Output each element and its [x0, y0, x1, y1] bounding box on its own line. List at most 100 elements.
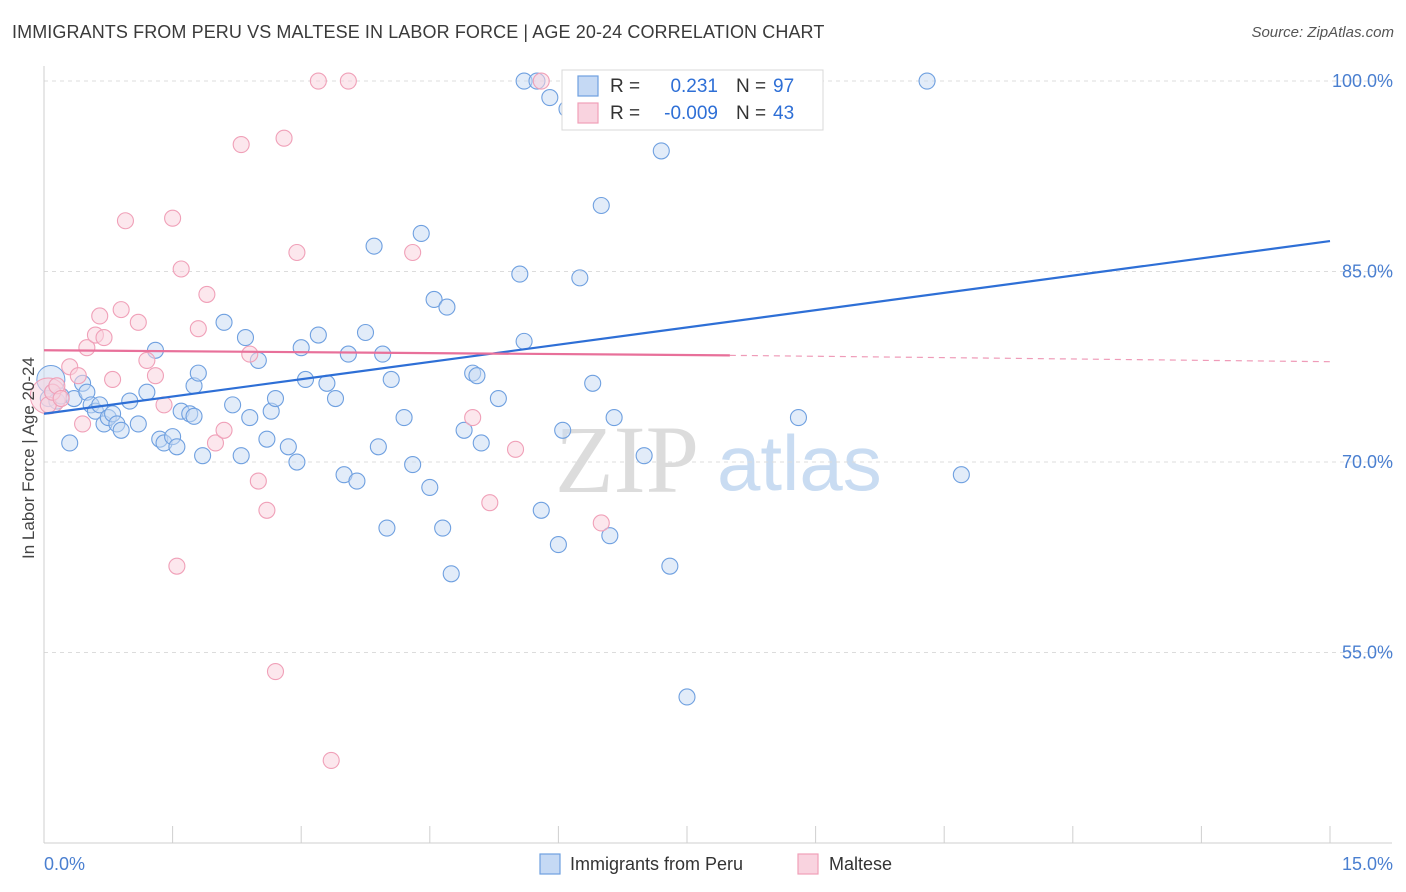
watermark-atlas: atlas [717, 419, 882, 507]
peru-point [438, 298, 456, 316]
y-tick-label: 100.0% [1332, 71, 1393, 91]
maltese-point [481, 494, 499, 512]
maltese-point [112, 301, 130, 319]
stats-n-label-maltese: N = [736, 103, 766, 124]
peru-point [549, 536, 567, 554]
stats-r-value-maltese: -0.009 [664, 103, 718, 124]
peru-point [652, 142, 670, 160]
maltese-point [164, 209, 182, 227]
peru-point [442, 565, 460, 583]
source-attribution: Source: ZipAtlas.com [1251, 24, 1394, 41]
maltese-point [146, 367, 165, 385]
peru-point [434, 519, 452, 537]
peru-point [584, 374, 602, 392]
peru-point [348, 472, 366, 490]
maltese-point [258, 501, 276, 519]
peru-point [138, 383, 156, 401]
maltese-point [74, 415, 92, 433]
maltese-point [91, 307, 109, 325]
peru-point [421, 478, 439, 496]
legend-label-maltese: Maltese [829, 854, 892, 874]
y-axis-label: In Labor Force | Age 20-24 [19, 357, 38, 559]
legend-swatch-maltese [797, 853, 819, 875]
peru-point [592, 196, 610, 215]
series-maltese-points [29, 72, 653, 770]
peru-point [189, 364, 207, 382]
maltese-point [288, 243, 306, 262]
peru-point [194, 447, 212, 465]
y-tick-label: 85.0% [1342, 262, 1393, 282]
peru-point [378, 519, 396, 537]
stats-r-label-maltese: R = [610, 103, 640, 124]
peru-point [224, 396, 242, 414]
peru-point [515, 332, 533, 350]
bottom-legend: Immigrants from Peru Maltese [539, 853, 892, 875]
peru-point [554, 421, 572, 439]
gridlines [44, 80, 1392, 654]
peru-point [365, 237, 383, 255]
stats-legend-frame [561, 69, 824, 131]
maltese-point [189, 320, 207, 338]
maltese-point [116, 212, 134, 230]
trend-lines [43, 239, 1331, 415]
peru-point [369, 438, 387, 456]
peru-point [789, 409, 808, 427]
peru-point [215, 313, 233, 331]
peru-point [356, 323, 375, 342]
peru-point [952, 466, 970, 484]
stats-r-value-peru: 0.231 [670, 76, 718, 97]
watermark-zip: ZIP [555, 406, 699, 513]
maltese-point [138, 351, 156, 369]
peru-point [279, 438, 297, 456]
chart-title: IMMIGRANTS FROM PERU VS MALTESE IN LABOR… [12, 22, 825, 42]
legend-swatch-peru [539, 853, 561, 875]
x-tick-label: 0.0% [44, 854, 85, 874]
peru-point [288, 453, 306, 471]
peru-point [489, 389, 507, 408]
peru-point [374, 345, 392, 363]
peru-point [339, 345, 357, 363]
peru-point [404, 456, 422, 474]
peru-point [605, 409, 623, 427]
peru-point [395, 409, 413, 427]
maltese-point [104, 370, 122, 389]
peru-point [309, 326, 327, 344]
stats-r-label-peru: R = [610, 76, 640, 97]
maltese-point [69, 367, 87, 385]
peru-point [241, 409, 259, 427]
y-tick-label: 55.0% [1342, 643, 1393, 663]
maltese-point [241, 345, 259, 363]
peru-point [511, 265, 529, 283]
tick-labels: 100.0% 85.0% 70.0% 55.0% 0.0% 15.0% [44, 71, 1393, 874]
maltese-point [168, 557, 186, 575]
stats-n-label-peru: N = [736, 76, 766, 97]
peru-point [571, 269, 589, 287]
peru-point [455, 421, 473, 439]
peru-point [382, 370, 400, 389]
peru-point [472, 434, 490, 452]
axes [43, 66, 1392, 844]
maltese-point [532, 72, 550, 90]
maltese-point [464, 409, 482, 427]
watermark: ZIP atlas [555, 406, 882, 513]
maltese-point [52, 389, 70, 408]
stats-n-value-maltese: 43 [773, 103, 794, 124]
maltese-point [266, 663, 285, 681]
maltese-point [95, 329, 113, 347]
maltese-point [339, 72, 357, 90]
peru-point [185, 407, 203, 425]
maltese-point [506, 440, 525, 458]
peru-point [266, 389, 285, 408]
maltese-point [198, 285, 216, 303]
peru-point [918, 72, 936, 90]
stats-n-value-peru: 97 [773, 76, 794, 97]
peru-point [661, 557, 679, 575]
peru-point [635, 447, 653, 465]
peru-point [292, 339, 310, 357]
series-peru-points [36, 72, 970, 706]
peru-point [129, 415, 147, 433]
stats-swatch-peru [577, 75, 599, 97]
maltese-trend-line [43, 349, 730, 357]
x-tick-label: 15.0% [1342, 854, 1393, 874]
